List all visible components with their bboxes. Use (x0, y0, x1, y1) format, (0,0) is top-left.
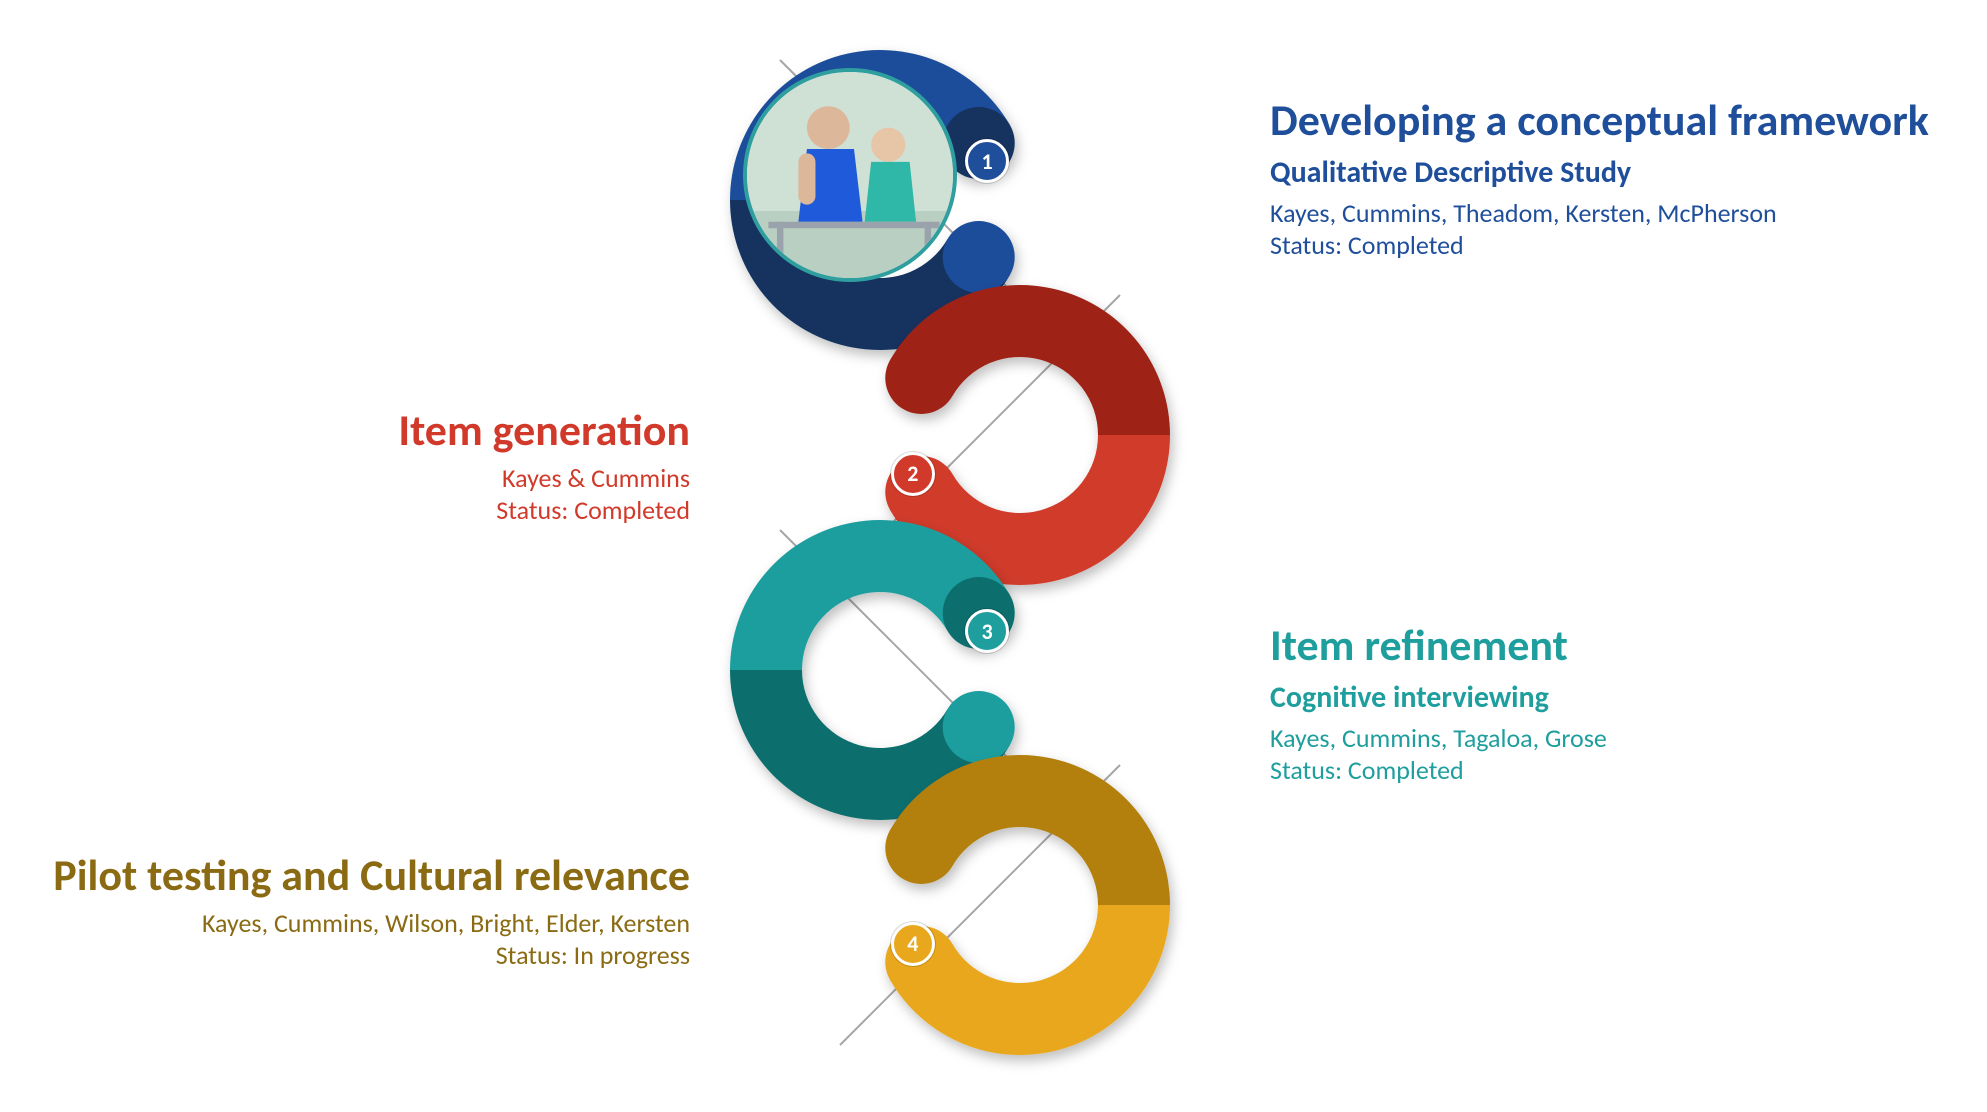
step-badge-number: 4 (907, 930, 918, 957)
step-subtitle: Cognitive interviewing (1270, 679, 1950, 716)
step-authors: Kayes, Cummins, Tagaloa, Grose (1270, 722, 1950, 754)
ring-4 (885, 755, 1170, 1055)
photo-svg (747, 72, 957, 282)
step-authors: Kayes & Cummins (50, 462, 690, 494)
step-text-1: Developing a conceptual framework Qualita… (1270, 95, 1950, 261)
step-text-2: Item generation Kayes & CumminsStatus: Co… (50, 405, 690, 526)
step-status: Status: In progress (50, 939, 690, 971)
step-badge-1: 1 (965, 139, 1009, 183)
step-title: Item refinement (1270, 620, 1950, 671)
step-title: Item generation (50, 405, 690, 456)
step-badge-2: 2 (891, 452, 935, 496)
step-status: Status: Completed (1270, 754, 1950, 786)
step-badge-3: 3 (965, 609, 1009, 653)
step-status: Status: Completed (50, 494, 690, 526)
step-text-3: Item refinement Cognitive interviewing Kay… (1270, 620, 1950, 786)
step-badge-number: 2 (907, 460, 918, 487)
step-badge-number: 1 (982, 148, 993, 175)
step-authors: Kayes, Cummins, Wilson, Bright, Elder, K… (50, 907, 690, 939)
step-title: Pilot testing and Cultural relevance (50, 850, 690, 901)
step-text-4: Pilot testing and Cultural relevance Kaye… (50, 850, 690, 971)
step-badge-4: 4 (891, 922, 935, 966)
framework-photo (743, 68, 957, 282)
step-badge-number: 3 (982, 618, 993, 645)
step-subtitle: Qualitative Descriptive Study (1270, 154, 1950, 191)
step-authors: Kayes, Cummins, Theadom, Kersten, McPher… (1270, 197, 1950, 229)
diagram-stage: 1 Developing a conceptual framework Qualit… (0, 0, 1987, 1112)
step-title: Developing a conceptual framework (1270, 95, 1950, 146)
step-status: Status: Completed (1270, 229, 1950, 261)
